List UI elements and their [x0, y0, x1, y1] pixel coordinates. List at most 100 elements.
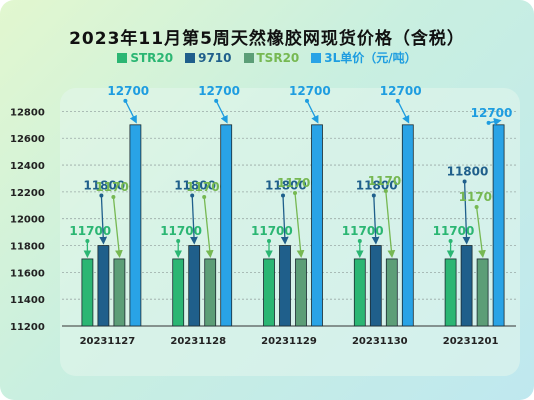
data-label-dot — [383, 188, 388, 193]
bar — [263, 258, 275, 327]
legend-item-1: 9710 — [185, 49, 232, 66]
data-label: 11800 — [265, 179, 307, 193]
data-label-dot — [123, 98, 128, 103]
legend-label: 9710 — [198, 50, 232, 65]
data-label: 11700 — [459, 190, 501, 204]
data-label: 12700 — [289, 84, 331, 98]
legend-label: STR20 — [130, 50, 174, 65]
data-label-dot — [267, 238, 271, 243]
data-label-dot — [357, 238, 362, 243]
bar — [476, 258, 489, 327]
data-label-dot — [486, 120, 491, 125]
data-label-dot — [202, 194, 207, 199]
y-tick-label: 12400 — [10, 161, 45, 172]
y-tick-label: 11200 — [10, 322, 45, 333]
data-label-dot — [462, 179, 467, 184]
legend-swatch — [117, 52, 128, 63]
bar — [492, 124, 505, 327]
data-label: 11700 — [277, 176, 319, 190]
data-label: 12700 — [198, 84, 240, 98]
data-label-arrow — [190, 195, 198, 245]
data-label-dot — [190, 193, 195, 198]
x-tick-label: 20231128 — [170, 336, 226, 347]
data-label-dot — [448, 238, 453, 243]
x-tick-label: 20231201 — [443, 336, 499, 347]
data-label-dot — [214, 98, 219, 103]
bar — [279, 245, 291, 327]
data-label-dot — [111, 194, 116, 199]
legend-label: 3L单价（元/吨） — [324, 51, 417, 65]
y-tick-label: 12000 — [10, 215, 45, 226]
bar — [129, 124, 142, 327]
bar — [385, 258, 398, 327]
bar — [204, 258, 217, 327]
bar — [81, 258, 94, 327]
x-tick-label: 20231129 — [261, 336, 317, 347]
data-label-arrow — [280, 195, 289, 245]
legend-swatch — [243, 52, 254, 63]
data-label: 11700 — [186, 180, 228, 194]
data-label-arrow — [124, 100, 137, 124]
data-label: 11800 — [174, 179, 216, 193]
y-tick-label: 12200 — [10, 188, 45, 199]
data-label-arrow — [397, 100, 410, 124]
bar — [295, 258, 307, 327]
data-label: 11800 — [447, 165, 489, 179]
data-label: 11700 — [95, 180, 137, 194]
bar — [369, 245, 382, 327]
data-label-dot — [293, 190, 297, 195]
data-label-arrow — [462, 181, 471, 245]
data-label-dot — [395, 98, 400, 103]
chart-title: 2023年11月第5周天然橡胶网现货价格（含税） — [69, 29, 465, 49]
y-tick-label: 12600 — [10, 134, 45, 145]
bar — [220, 124, 233, 327]
bar — [172, 258, 185, 327]
data-label: 11800 — [83, 179, 125, 193]
data-label-dot — [176, 238, 181, 243]
y-tick-label: 11400 — [10, 295, 45, 306]
legend-item-2: TSR20 — [243, 49, 300, 66]
data-label-arrow — [112, 196, 123, 259]
data-label-dot — [85, 238, 90, 243]
data-label: 11700 — [433, 224, 475, 238]
bar — [460, 245, 473, 327]
x-tick-label: 20231127 — [80, 336, 136, 347]
data-label: 11700 — [160, 224, 202, 238]
data-label-dot — [305, 98, 309, 103]
data-label-arrow — [203, 196, 214, 259]
data-label: 11700 — [368, 174, 410, 188]
chart-legend: STR20 9710 TSR20 3L单价（元/吨） — [0, 49, 534, 66]
legend-item-0: STR20 — [117, 49, 173, 66]
bar — [353, 258, 366, 327]
data-label-arrow — [371, 195, 380, 245]
y-tick-label: 11800 — [10, 242, 45, 253]
legend-swatch — [185, 52, 196, 63]
data-label-arrow — [385, 190, 396, 259]
legend-swatch — [311, 52, 322, 63]
data-label-dot — [99, 193, 104, 198]
data-label-arrow — [215, 100, 228, 124]
data-label: 12700 — [107, 84, 149, 98]
data-label-arrow — [475, 206, 486, 259]
bar — [113, 258, 126, 327]
data-label-dot — [474, 204, 479, 209]
data-label-dot — [371, 193, 376, 198]
data-label-arrow — [294, 192, 305, 259]
bar — [188, 245, 201, 327]
data-label: 12700 — [471, 106, 513, 120]
legend-item-3: 3L单价（元/吨） — [311, 49, 417, 66]
x-tick-label: 20231130 — [352, 336, 408, 347]
data-label-arrow — [99, 195, 108, 245]
y-tick-label: 11600 — [10, 268, 45, 279]
legend-label: TSR20 — [256, 50, 300, 65]
data-label: 11700 — [342, 224, 384, 238]
data-label-arrow — [306, 100, 319, 124]
y-tick-label: 12800 — [10, 107, 45, 118]
bar — [97, 245, 110, 327]
bar — [401, 124, 414, 327]
data-label: 11700 — [251, 224, 293, 238]
data-label-dot — [281, 193, 285, 198]
bar — [311, 124, 323, 327]
data-label: 11800 — [356, 179, 398, 193]
data-label: 12700 — [380, 84, 422, 98]
